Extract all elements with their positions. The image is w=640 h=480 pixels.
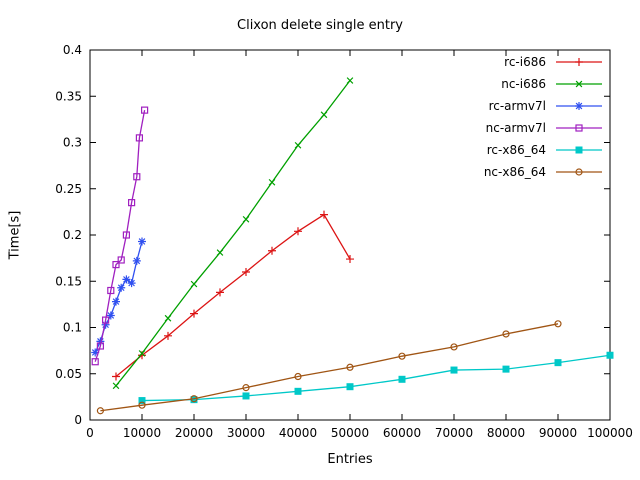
- x-tick-label: 70000: [435, 426, 473, 440]
- x-tick-label: 80000: [487, 426, 525, 440]
- y-tick-label: 0.3: [63, 136, 82, 150]
- legend: rc-i686 nc-i686 rc-armv7l nc-armv7l rc-x86_6…: [484, 55, 602, 179]
- x-tick-label: 10000: [123, 426, 161, 440]
- x-tick-label: 40000: [279, 426, 317, 440]
- series-nc-x86_64: [96, 320, 562, 415]
- y-tick-label: 0: [74, 413, 82, 427]
- legend-label: nc-armv7l: [486, 121, 546, 135]
- y-tick-label: 0.2: [63, 228, 82, 242]
- x-tick-label: 30000: [227, 426, 265, 440]
- y-ticks: 0 0.05 0.1 0.15 0.2 0.25 0.3 0.35 0.4: [55, 43, 610, 427]
- x-tick-label: 100000: [587, 426, 633, 440]
- y-tick-label: 0.25: [55, 182, 82, 196]
- series-nc-armv7l: [91, 106, 149, 366]
- y-tick-label: 0.05: [55, 367, 82, 381]
- y-axis-label: Time[s]: [7, 210, 23, 260]
- chart-title: Clixon delete single entry: [237, 18, 403, 33]
- series-nc-i686: [112, 77, 354, 390]
- legend-label: nc-i686: [501, 77, 546, 91]
- series-rc-i686: [112, 210, 354, 381]
- legend-label: rc-i686: [504, 55, 546, 69]
- legend-label: nc-x86_64: [484, 165, 546, 179]
- y-tick-label: 0.15: [55, 274, 82, 288]
- x-tick-label: 0: [86, 426, 94, 440]
- legend-label: rc-armv7l: [489, 99, 546, 113]
- x-ticks: 0 10000 20000 30000 40000 50000 60000 70000 8000…: [86, 50, 633, 440]
- legend-label: rc-x86_64: [487, 143, 546, 157]
- y-tick-label: 0.4: [63, 43, 82, 57]
- series-rc-x86_64: [138, 351, 614, 405]
- y-tick-label: 0.1: [63, 321, 82, 335]
- y-tick-label: 0.35: [55, 89, 82, 103]
- x-tick-label: 90000: [539, 426, 577, 440]
- x-axis-label: Entries: [327, 452, 373, 467]
- x-tick-label: 20000: [175, 426, 213, 440]
- x-tick-label: 60000: [383, 426, 421, 440]
- x-tick-label: 50000: [331, 426, 369, 440]
- series-rc-armv7l: [91, 237, 146, 357]
